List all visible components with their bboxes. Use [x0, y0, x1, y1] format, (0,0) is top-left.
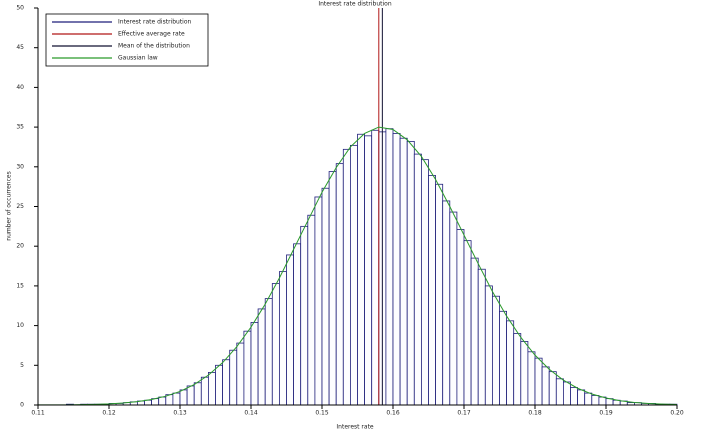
bar: [257, 308, 266, 406]
bar: [364, 135, 373, 406]
bar: [200, 376, 209, 406]
bar: [591, 395, 600, 406]
bar: [243, 330, 252, 406]
bar: [179, 389, 188, 406]
y-tick-label: 0: [20, 402, 24, 409]
bar: [314, 196, 323, 406]
bar: [392, 133, 401, 406]
y-tick-label: 5: [20, 362, 24, 369]
bar: [286, 254, 294, 406]
bar: [229, 349, 238, 406]
bar: [406, 140, 415, 406]
bar: [158, 396, 167, 406]
bar: [499, 310, 507, 406]
bar: [172, 392, 181, 406]
bar: [513, 333, 522, 406]
bar: [534, 357, 543, 406]
bar: [413, 153, 422, 406]
bar: [357, 133, 365, 406]
x-tick-label: 0.15: [315, 410, 329, 417]
bar: [264, 298, 273, 406]
bar: [598, 396, 607, 406]
legend-label: Gaussian law: [118, 55, 158, 62]
bar: [541, 366, 550, 406]
bar: [477, 268, 486, 406]
bar: [484, 285, 493, 406]
bar: [193, 382, 202, 406]
bar: [335, 163, 344, 406]
x-tick-label: 0.16: [386, 410, 400, 417]
legend-label: Mean of the distribution: [118, 43, 190, 50]
x-tick-label: 0.12: [102, 410, 116, 417]
x-tick-label: 0.17: [457, 410, 471, 417]
bar: [520, 341, 529, 406]
legend-box: [45, 13, 209, 67]
x-tick-label: 0.18: [528, 410, 542, 417]
bar: [420, 159, 429, 406]
bar: [215, 364, 223, 406]
bar: [399, 137, 408, 406]
x-tick-label: 0.14: [244, 410, 258, 417]
bar: [371, 129, 380, 406]
legend-label: Interest rate distribution: [118, 19, 192, 26]
bar: [456, 229, 465, 406]
bar: [144, 399, 152, 406]
bar: [563, 381, 571, 406]
y-tick-label: 50: [16, 5, 24, 12]
bar: [349, 144, 358, 406]
bar: [236, 342, 245, 406]
bar: [449, 211, 458, 406]
bar: [385, 128, 394, 406]
y-tick-label: 20: [16, 243, 24, 250]
bar: [506, 320, 515, 406]
legend-label: Effective average rate: [118, 31, 185, 38]
bar: [491, 295, 500, 406]
y-tick-label: 15: [16, 282, 24, 289]
bar: [222, 359, 231, 406]
bar: [300, 225, 309, 406]
bar: [328, 171, 337, 406]
y-tick-label: 10: [16, 322, 24, 329]
bar: [307, 214, 316, 406]
bar: [584, 392, 593, 406]
bar: [527, 351, 536, 406]
y-tick-label: 30: [16, 163, 24, 170]
x-tick-label: 0.19: [599, 410, 613, 417]
bar: [342, 148, 351, 406]
bar: [435, 183, 444, 406]
bar: [186, 385, 195, 406]
bar: [278, 271, 287, 406]
bar: [548, 371, 557, 406]
chart-title: Interest rate distribution: [318, 1, 392, 8]
bar: [470, 257, 479, 406]
y-tick-label: 40: [16, 84, 24, 91]
bar: [577, 389, 586, 406]
x-tick-label: 0.13: [173, 410, 187, 417]
bar: [207, 372, 216, 406]
x-tick-label: 0.11: [31, 410, 45, 417]
legend: Interest rate distribution Effective aver…: [45, 13, 209, 67]
y-tick-label: 25: [16, 203, 24, 210]
bar: [442, 200, 451, 406]
gaussian-line: [38, 126, 678, 406]
bar: [293, 243, 302, 406]
x-tick-label: 0.20: [670, 410, 684, 417]
y-axis-label: number of occurrences: [6, 171, 13, 240]
y-tick-label: 35: [16, 124, 24, 131]
bar: [271, 283, 280, 406]
bar: [463, 240, 472, 406]
x-axis-label: Interest rate: [336, 424, 374, 431]
y-tick-label: 45: [16, 44, 24, 51]
bar: [250, 322, 259, 406]
bar: [555, 378, 564, 406]
bar: [321, 187, 330, 406]
bar: [570, 387, 578, 406]
bar: [428, 175, 436, 406]
